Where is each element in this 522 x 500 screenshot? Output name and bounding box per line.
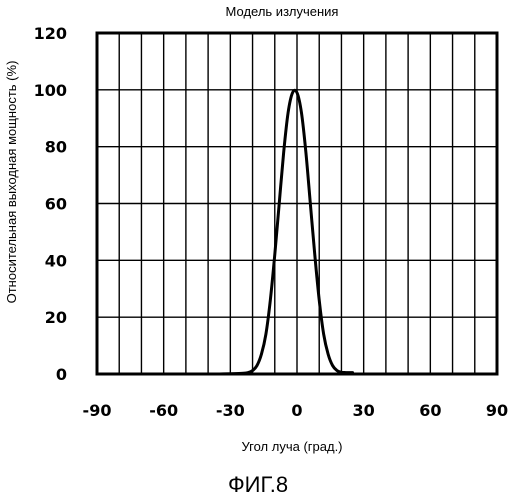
x-tick-label: 0 xyxy=(291,401,302,420)
chart-title: Модель излучения xyxy=(226,4,339,19)
y-tick-label: 100 xyxy=(34,81,67,100)
y-tick-label: 60 xyxy=(45,195,67,214)
x-axis-label: Угол луча (град.) xyxy=(241,439,342,454)
y-axis-label: Относительная выходная мощность (%) xyxy=(4,61,19,304)
y-tick-label: 0 xyxy=(56,365,67,384)
x-tick-label: 60 xyxy=(419,401,441,420)
y-tick-label: 120 xyxy=(34,24,67,43)
x-tick-label: -30 xyxy=(216,401,245,420)
grid xyxy=(97,33,497,374)
y-tick-label: 80 xyxy=(45,138,67,157)
x-tick-label: -90 xyxy=(83,401,112,420)
figure-caption: ФИГ.8 xyxy=(228,472,288,497)
y-tick-label: 20 xyxy=(45,308,67,327)
x-tick-label: 30 xyxy=(353,401,375,420)
x-tick-label: -60 xyxy=(149,401,178,420)
y-tick-label: 40 xyxy=(45,251,67,270)
x-tick-label: 90 xyxy=(486,401,508,420)
